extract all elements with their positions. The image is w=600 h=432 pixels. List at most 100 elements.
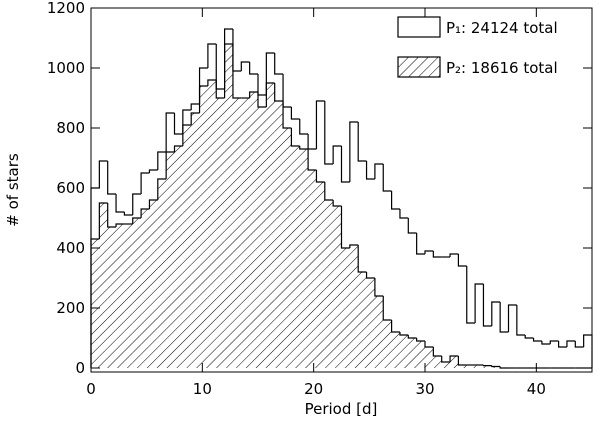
hist-bar-fill xyxy=(358,272,367,368)
hist-step xyxy=(566,340,576,347)
hist-step xyxy=(107,203,117,228)
hist-bar-fill xyxy=(466,365,476,368)
hist-step xyxy=(541,341,551,345)
hist-step xyxy=(365,272,375,279)
hist-bar-fill xyxy=(191,113,200,368)
hist-step xyxy=(240,61,250,71)
hist-step xyxy=(482,284,492,327)
hist-step xyxy=(182,124,192,146)
hist-bar-fill xyxy=(157,179,167,368)
hist-bar-fill xyxy=(91,239,100,368)
hist-step xyxy=(507,304,517,332)
y-axis-label: # of stars xyxy=(4,153,22,227)
hist-bar-fill xyxy=(124,224,133,368)
hist-bar-fill xyxy=(274,101,284,368)
hist-step xyxy=(457,356,467,366)
hist-bar-fill xyxy=(291,146,300,368)
hist-step xyxy=(224,43,233,98)
hist-step xyxy=(549,340,559,344)
hist-step xyxy=(290,107,300,120)
hist-step xyxy=(491,365,501,368)
hist-step xyxy=(299,146,309,150)
hist-step xyxy=(249,91,258,98)
hist-step xyxy=(265,82,275,107)
hist-step xyxy=(140,172,150,194)
hist-step xyxy=(399,209,409,219)
x-tick-label: 10 xyxy=(193,380,212,398)
hist-step xyxy=(558,341,567,348)
hist-step xyxy=(324,101,334,165)
hist-step xyxy=(357,122,367,162)
hist-step xyxy=(90,238,100,368)
hist-step xyxy=(424,250,434,254)
hist-bar-fill xyxy=(116,224,125,368)
hist-bar-fill xyxy=(491,366,501,368)
hist-step xyxy=(416,233,425,255)
hist-step xyxy=(115,194,125,213)
hist-bar-fill xyxy=(374,296,384,368)
hist-step xyxy=(391,191,400,210)
hist-step xyxy=(441,356,451,363)
hist-bar-fill xyxy=(99,203,108,368)
hist-step xyxy=(299,119,309,135)
hist-bar-fill xyxy=(299,149,309,368)
hist-step xyxy=(482,365,492,367)
hist-step xyxy=(432,347,442,357)
hist-step xyxy=(315,170,325,183)
hist-bar-fill xyxy=(107,227,117,368)
hist-step xyxy=(374,278,384,297)
hist-step xyxy=(198,85,208,113)
hist-step xyxy=(399,332,409,336)
hist-step xyxy=(173,113,183,135)
hist-step xyxy=(574,341,584,348)
hist-step xyxy=(207,43,217,68)
hist-step xyxy=(107,161,117,195)
hist-bar-fill xyxy=(249,92,258,368)
hist-step xyxy=(524,335,534,339)
hist-step xyxy=(466,266,476,324)
hist-step xyxy=(349,121,359,182)
hist-step xyxy=(357,245,367,273)
hist-bar-fill xyxy=(383,320,392,368)
hist-bar-fill xyxy=(349,245,359,368)
y-tick-label: 600 xyxy=(56,179,85,197)
legend-swatch xyxy=(397,56,441,78)
hist-step xyxy=(532,338,542,342)
hist-bar-fill xyxy=(207,80,217,368)
y-tick-label: 200 xyxy=(56,299,85,317)
hist-step xyxy=(157,178,167,200)
x-axis-label: Period [d] xyxy=(305,400,378,418)
legend-label: P₁: 24124 total xyxy=(446,19,558,37)
hist-bar-fill xyxy=(266,83,275,368)
hist-step xyxy=(407,335,417,339)
hist-bar-fill xyxy=(483,365,492,368)
hist-bar-fill xyxy=(416,341,425,368)
hist-step xyxy=(232,44,242,99)
hist-step xyxy=(274,83,284,102)
hist-step xyxy=(365,161,375,180)
hist-step xyxy=(173,145,183,152)
hist-bar-fill xyxy=(174,146,183,368)
hist-step xyxy=(157,151,167,170)
hist-bar-fill xyxy=(216,98,225,368)
hist-step xyxy=(424,341,434,348)
y-tick-label: 800 xyxy=(56,119,85,137)
hist-bar-fill xyxy=(141,209,150,368)
hist-step xyxy=(474,283,484,323)
hist-step xyxy=(407,218,417,234)
hist-step xyxy=(257,74,267,96)
y-tick-label: 0 xyxy=(75,359,85,377)
hist-step xyxy=(249,62,258,75)
hist-step xyxy=(449,355,459,362)
hist-step xyxy=(274,53,284,75)
hist-step xyxy=(324,182,334,201)
hist-step xyxy=(391,320,400,333)
hist-step xyxy=(132,217,142,224)
hist-step xyxy=(382,164,392,192)
hist-bar-fill xyxy=(341,248,350,368)
hist-bar-fill xyxy=(182,125,192,368)
legend-swatch xyxy=(397,16,441,38)
hist-bar-fill xyxy=(458,365,467,368)
hist-bar-fill xyxy=(199,86,208,368)
hist-bar-fill xyxy=(283,128,292,368)
